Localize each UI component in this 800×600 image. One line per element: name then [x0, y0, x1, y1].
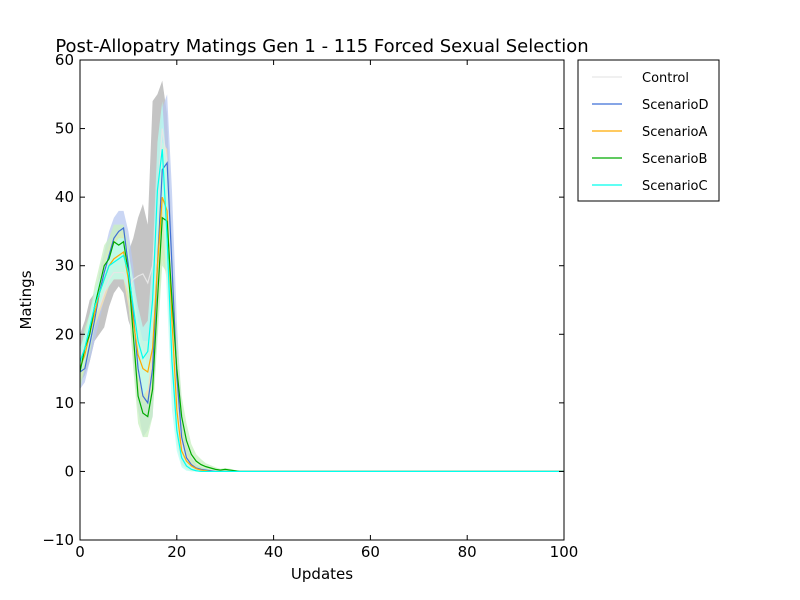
plot-frame — [79, 59, 565, 541]
series-line-scenarioc — [80, 149, 564, 473]
legend-label-scenarioc: ScenarioC — [642, 179, 708, 194]
y-axis: −10 0 10 20 30 40 50 60 — [42, 51, 564, 549]
legend-label-scenarioa: ScenarioA — [642, 125, 708, 140]
y-tick-label: 10 — [55, 394, 74, 412]
x-tick-label: 60 — [361, 543, 380, 561]
x-tick-label: 100 — [550, 543, 579, 561]
legend: Control ScenarioD ScenarioA ScenarioB Scenar… — [577, 59, 720, 202]
series-lines — [80, 128, 564, 473]
legend-label-scenariob: ScenarioB — [642, 152, 707, 167]
legend-label-control: Control — [642, 71, 689, 86]
y-tick-label: 60 — [55, 51, 74, 69]
chart-title: Post-Allopatry Matings Gen 1 - 115 Force… — [55, 36, 588, 57]
x-tick-label: 40 — [264, 543, 283, 561]
x-tick-label: 20 — [167, 543, 186, 561]
x-tick-label: 0 — [75, 543, 85, 561]
legend-label-scenariod: ScenarioD — [642, 98, 709, 113]
y-axis-label: Matings — [17, 270, 35, 329]
x-axis: 0 20 40 60 80 100 — [75, 60, 578, 561]
y-tick-label: 50 — [55, 120, 74, 138]
x-tick-label: 80 — [458, 543, 477, 561]
x-axis-label: Updates — [291, 565, 353, 583]
y-tick-label: 40 — [55, 188, 74, 206]
y-tick-label: 0 — [64, 462, 74, 480]
y-tick-label: −10 — [42, 531, 74, 549]
y-tick-label: 20 — [55, 325, 74, 343]
y-tick-label: 30 — [55, 257, 74, 275]
